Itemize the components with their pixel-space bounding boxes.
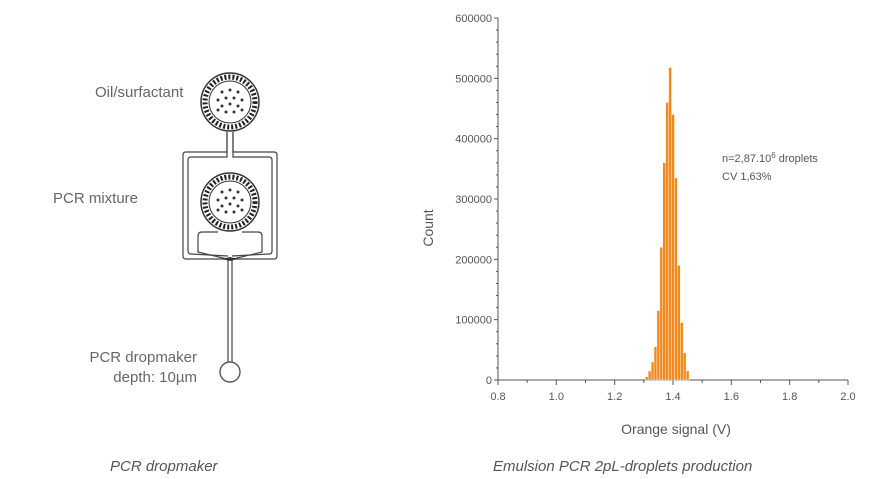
histogram-bar bbox=[683, 352, 687, 381]
histogram-bar bbox=[680, 322, 684, 381]
x-tick-label: 1.8 bbox=[782, 391, 797, 403]
dropmaker-label-line1: PCR dropmaker bbox=[89, 349, 197, 366]
oil-inlet bbox=[200, 72, 260, 132]
histogram-chart: 0 100000 200000 300000 400000 500000 600000 0.… bbox=[420, 13, 856, 437]
annotation-line1: n=2,87.106 droplets bbox=[722, 151, 818, 165]
x-tick-label: 1.0 bbox=[549, 391, 564, 403]
dropmaker-label-line2: depth: 10µm bbox=[113, 369, 197, 386]
x-tick-label: 1.2 bbox=[607, 391, 622, 403]
pcr-mixture-inlet bbox=[200, 172, 260, 232]
pcr-mixture-label: PCR mixture bbox=[53, 190, 139, 207]
histogram-bar bbox=[659, 247, 663, 381]
y-axis-label: Count bbox=[420, 209, 436, 246]
dropmaker-label: PCR dropmaker depth: 10µm bbox=[0, 348, 197, 388]
x-axis-label: Orange signal (V) bbox=[621, 421, 731, 437]
chart-caption: Emulsion PCR 2pL-droplets production bbox=[493, 458, 753, 475]
histogram-bar bbox=[665, 102, 669, 381]
histogram-bar bbox=[668, 67, 672, 381]
y-tick-label: 0 bbox=[486, 375, 492, 387]
annotation-exponent: 6 bbox=[771, 151, 776, 160]
y-tick-label: 600000 bbox=[455, 13, 492, 25]
y-tick-label: 500000 bbox=[455, 73, 492, 85]
x-tick-label: 0.8 bbox=[490, 391, 505, 403]
histogram-bar bbox=[653, 346, 658, 381]
annotation-line2: CV 1,63% bbox=[722, 171, 772, 183]
histogram-bar bbox=[677, 265, 681, 381]
y-tick-label: 100000 bbox=[455, 315, 492, 327]
x-axis: 0.8 1.0 1.2 1.4 1.6 1.8 2.0 bbox=[490, 379, 856, 403]
x-tick-label: 1.6 bbox=[724, 391, 739, 403]
dropmaker-diagram bbox=[182, 72, 278, 383]
annotation-n: n=2,87.10 bbox=[722, 153, 771, 165]
histogram-bar bbox=[656, 310, 661, 381]
y-tick-label: 400000 bbox=[455, 134, 492, 146]
x-tick-label: 1.4 bbox=[665, 391, 680, 403]
y-tick-label: 300000 bbox=[455, 194, 492, 206]
junction bbox=[222, 257, 238, 261]
histogram-bar bbox=[685, 370, 690, 381]
histogram-bar bbox=[671, 114, 675, 381]
diagram-caption: PCR dropmaker bbox=[110, 458, 218, 475]
annotation-unit: droplets bbox=[776, 153, 819, 165]
histogram-bar bbox=[674, 177, 678, 381]
histogram-bar bbox=[662, 162, 666, 381]
histogram-bar bbox=[648, 370, 652, 381]
y-axis: 0 100000 200000 300000 400000 500000 600000 bbox=[455, 13, 499, 387]
histogram-bar bbox=[650, 361, 655, 381]
y-tick-label: 200000 bbox=[455, 254, 492, 266]
histogram-bar bbox=[645, 376, 649, 381]
oil-surfactant-label: Oil/surfactant bbox=[95, 84, 184, 101]
x-tick-label: 2.0 bbox=[840, 391, 855, 403]
histogram-bars bbox=[645, 67, 690, 381]
